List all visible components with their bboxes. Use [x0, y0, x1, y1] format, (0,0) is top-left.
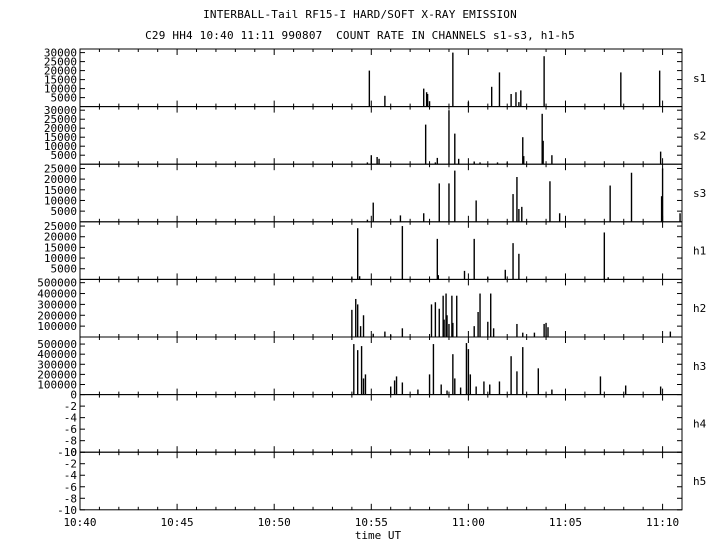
channel-label-h2: h2: [693, 302, 706, 315]
x-axis-label: time UT: [355, 529, 402, 542]
y-tick-label: 500000: [37, 338, 77, 351]
x-tick-label: 11:05: [549, 516, 582, 529]
y-tick-label: 5000: [51, 149, 78, 162]
y-tick-label: 10000: [44, 252, 77, 265]
y-tick-label: 30000: [44, 47, 77, 60]
channel-label-h1: h1: [693, 245, 706, 258]
panel-frame: [79, 394, 683, 453]
y-tick-label: -10: [57, 446, 77, 459]
y-tick-label: 100000: [37, 378, 77, 391]
y-tick-label: 10000: [44, 83, 77, 96]
y-tick-label: 15000: [44, 241, 77, 254]
panel-frame: [79, 163, 683, 223]
channel-label-h5: h5: [693, 475, 706, 488]
y-tick-label: 10000: [44, 194, 77, 207]
y-tick-label: 25000: [44, 56, 77, 69]
panel-frame: [79, 278, 683, 338]
panel-frame: [79, 221, 683, 280]
channel-label-s3: s3: [693, 187, 706, 200]
x-axis: 10:40 10:45 10:50 10:55 11:00 11:05 11:10: [63, 516, 679, 529]
y-tick-label: 15000: [44, 131, 77, 144]
y-tick-label: -2: [64, 458, 77, 471]
y-tick-label: 0: [70, 446, 77, 459]
y-tick-label: 10000: [44, 140, 77, 153]
y-tick-label: -8: [64, 435, 77, 448]
y-tick-label: -10: [57, 504, 77, 517]
channel-label-h4: h4: [693, 417, 707, 430]
y-tick-label: 20000: [44, 122, 77, 135]
y-tick-label: 5000: [51, 205, 78, 218]
panel-frame: [79, 451, 683, 511]
y-tick-label: 30000: [44, 104, 77, 117]
chart-subtitle: C29 HH4 10:40 11:11 990807 COUNT RATE IN…: [145, 29, 575, 42]
y-tick-label: 300000: [37, 358, 77, 371]
y-tick-label: 100000: [37, 320, 77, 333]
y-tick-label: 20000: [44, 173, 77, 186]
y-tick-label: -6: [64, 423, 77, 436]
y-tick-label: 25000: [44, 113, 77, 126]
channel-label-s1: s1: [693, 72, 706, 85]
x-tick-label: 10:50: [258, 516, 291, 529]
chart-panels: 50001000015000200002500030000s1500010000…: [37, 47, 706, 517]
chart-title: INTERBALL-Tail RF15-I HARD/SOFT X-RAY EM…: [203, 8, 517, 21]
y-tick-label: 20000: [44, 231, 77, 244]
x-tick-label: 11:10: [646, 516, 679, 529]
y-tick-label: 20000: [44, 65, 77, 78]
panel-frame: [79, 48, 683, 108]
y-tick-label: 400000: [37, 288, 77, 301]
y-tick-label: 25000: [44, 162, 77, 175]
panel-frame: [79, 336, 683, 396]
y-tick-label: 500000: [37, 277, 77, 290]
x-tick-label: 10:55: [355, 516, 388, 529]
y-tick-label: 300000: [37, 298, 77, 311]
y-tick-label: 25000: [44, 220, 77, 233]
y-tick-label: 5000: [51, 92, 78, 105]
channel-label-h3: h3: [693, 360, 706, 373]
y-tick-label: 5000: [51, 263, 78, 276]
x-tick-label: 10:40: [63, 516, 96, 529]
y-tick-label: 200000: [37, 309, 77, 322]
y-tick-label: -6: [64, 481, 77, 494]
panel-frame: [79, 106, 683, 165]
y-tick-label: -4: [64, 412, 78, 425]
y-tick-label: -8: [64, 492, 77, 505]
y-tick-label: -2: [64, 400, 77, 413]
y-tick-label: 15000: [44, 184, 77, 197]
channel-label-s2: s2: [693, 129, 706, 142]
x-tick-label: 11:00: [452, 516, 485, 529]
y-tick-label: 0: [70, 389, 77, 402]
y-tick-label: 15000: [44, 74, 77, 87]
y-tick-label: 200000: [37, 368, 77, 381]
x-tick-label: 10:45: [161, 516, 194, 529]
y-tick-label: -4: [64, 469, 78, 482]
y-tick-label: 400000: [37, 348, 77, 361]
